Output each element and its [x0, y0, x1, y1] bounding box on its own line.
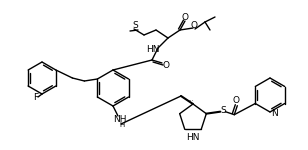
Text: F: F — [34, 93, 38, 102]
Text: O: O — [163, 60, 169, 69]
Text: N: N — [272, 110, 278, 118]
Text: HN: HN — [186, 134, 200, 142]
Text: O: O — [191, 21, 197, 30]
Text: HN: HN — [146, 45, 160, 54]
Text: H: H — [120, 122, 125, 128]
Text: S: S — [132, 21, 138, 30]
Text: S: S — [221, 106, 226, 115]
Text: O: O — [181, 12, 188, 21]
Text: ···: ··· — [188, 99, 194, 104]
Text: NH: NH — [113, 116, 127, 124]
Text: O: O — [233, 96, 240, 105]
